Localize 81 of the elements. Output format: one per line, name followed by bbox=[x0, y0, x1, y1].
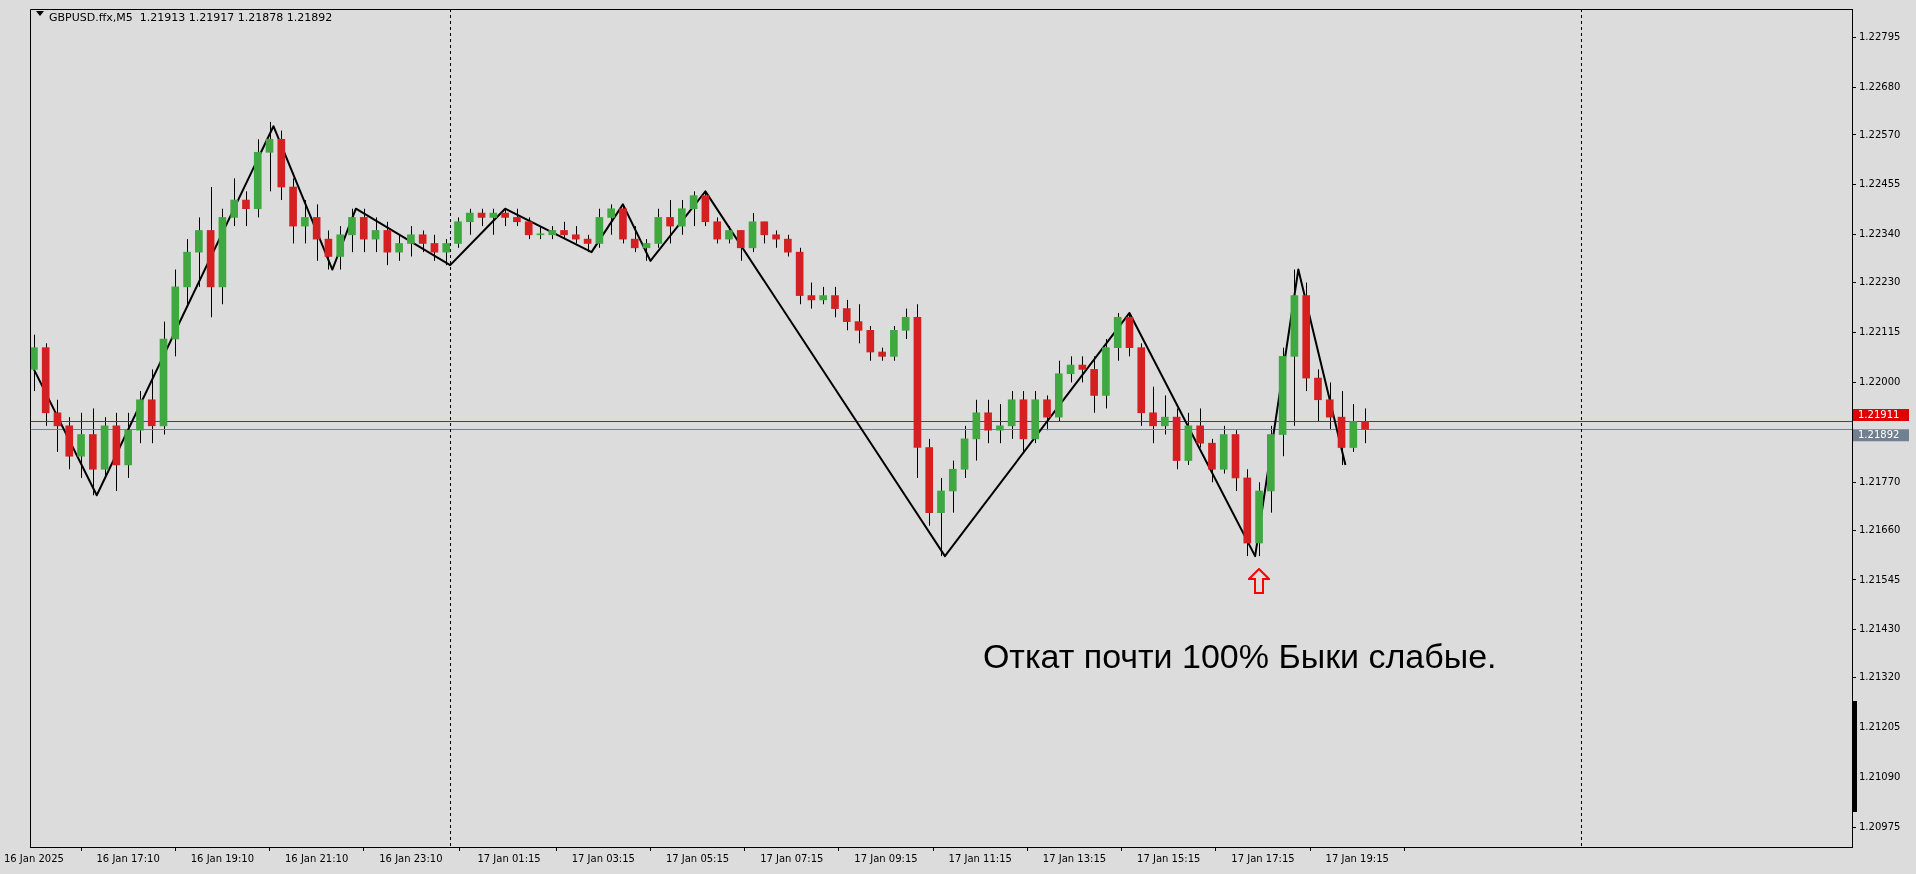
x-tick-label: 17 Jan 19:15 bbox=[1325, 852, 1389, 864]
y-tick-label: 1.21430 bbox=[1859, 623, 1901, 635]
x-tick-label: 16 Jan 23:10 bbox=[379, 852, 443, 864]
candlestick bbox=[465, 208, 474, 236]
x-tick-label: 16 Jan 19:10 bbox=[190, 852, 255, 864]
candlestick bbox=[866, 325, 875, 362]
candlestick bbox=[407, 225, 415, 257]
candlestick bbox=[454, 216, 462, 249]
candlestick bbox=[53, 399, 62, 453]
candlestick bbox=[1043, 394, 1051, 431]
ref-line-label: 1.21892 bbox=[1858, 429, 1900, 441]
x-tick-label: 16 Jan 21:10 bbox=[284, 852, 349, 864]
x-tick-label: 17 Jan 03:15 bbox=[571, 852, 635, 864]
candlestick bbox=[77, 412, 85, 479]
candlestick bbox=[230, 177, 239, 227]
candlestick bbox=[336, 225, 345, 271]
candlestick bbox=[807, 282, 816, 310]
y-tick-label: 1.21205 bbox=[1859, 721, 1901, 733]
x-tick-label: 17 Jan 05:15 bbox=[665, 852, 730, 864]
x-tick-label: 17 Jan 15:15 bbox=[1137, 852, 1201, 864]
candlestick bbox=[678, 199, 686, 236]
candlestick bbox=[713, 216, 722, 244]
candlestick bbox=[901, 308, 910, 340]
candlestick bbox=[395, 234, 403, 262]
candlestick bbox=[324, 229, 333, 271]
y-tick-label: 1.21660 bbox=[1859, 523, 1901, 535]
candlestick bbox=[854, 303, 863, 344]
candlestick bbox=[524, 216, 533, 240]
candlestick bbox=[642, 238, 651, 262]
x-tick-label: 17 Jan 09:15 bbox=[854, 852, 918, 864]
x-tick-label: 16 Jan 2025 bbox=[3, 852, 64, 864]
y-tick-label: 1.22680 bbox=[1859, 80, 1901, 92]
candlestick bbox=[242, 190, 250, 227]
candlestick bbox=[418, 229, 427, 253]
ref-line-label: 1.21911 bbox=[1858, 409, 1900, 421]
candlestick bbox=[1160, 394, 1169, 436]
y-tick-label: 1.21770 bbox=[1859, 475, 1901, 487]
candlestick bbox=[348, 208, 356, 253]
y-tick-label: 1.20975 bbox=[1859, 821, 1901, 833]
candlestick bbox=[666, 199, 674, 244]
candlestick bbox=[948, 460, 957, 514]
x-tick-label: 17 Jan 01:15 bbox=[477, 852, 541, 864]
candlestick bbox=[489, 208, 498, 236]
x-tick-label: 17 Jan 13:15 bbox=[1042, 852, 1107, 864]
candlestick bbox=[301, 199, 309, 244]
candlestick bbox=[1149, 386, 1157, 444]
x-tick-label: 16 Jan 17:10 bbox=[96, 852, 160, 864]
candlestick bbox=[630, 225, 639, 253]
candlestick bbox=[1078, 355, 1087, 383]
candlestick bbox=[760, 221, 769, 244]
candlestick bbox=[1314, 368, 1322, 422]
x-tick-label: 17 Jan 11:15 bbox=[948, 852, 1012, 864]
y-tick-label: 1.21545 bbox=[1859, 573, 1901, 585]
y-tick-label: 1.21320 bbox=[1859, 671, 1901, 683]
candlestick bbox=[984, 399, 992, 444]
y-tick-label: 1.22570 bbox=[1859, 128, 1901, 140]
chart-title: GBPUSD.ffx,M5 1.21913 1.21917 1.21878 1.21892 bbox=[49, 10, 333, 24]
candlestick bbox=[842, 299, 851, 331]
candlestick bbox=[359, 208, 368, 253]
candlestick bbox=[312, 203, 321, 262]
y-tick-label: 1.22000 bbox=[1859, 376, 1901, 387]
candlestick bbox=[607, 203, 615, 236]
y-tick-label: 1.21090 bbox=[1859, 771, 1901, 783]
annotation: Откат почти 100% Быки слабые. bbox=[982, 636, 1497, 675]
candlestick bbox=[784, 234, 792, 257]
candlestick bbox=[1196, 407, 1204, 449]
candlestick bbox=[996, 403, 1004, 444]
candlestick bbox=[195, 216, 203, 288]
y-tick-label: 1.22795 bbox=[1859, 30, 1901, 42]
x-tick-label: 17 Jan 17:15 bbox=[1231, 852, 1295, 864]
y-tick-label: 1.22230 bbox=[1859, 276, 1901, 288]
candlestick bbox=[383, 221, 392, 266]
candlestick bbox=[831, 286, 839, 318]
candlestick bbox=[1361, 407, 1369, 444]
y-tick-label: 1.22455 bbox=[1859, 178, 1901, 190]
y-tick-label: 1.22115 bbox=[1859, 326, 1901, 338]
x-tick-label: 17 Jan 07:15 bbox=[760, 852, 824, 864]
candlestick bbox=[1325, 381, 1334, 431]
y-tick-label: 1.22340 bbox=[1859, 228, 1901, 240]
candlestick bbox=[736, 229, 745, 262]
candlestick bbox=[689, 190, 698, 227]
